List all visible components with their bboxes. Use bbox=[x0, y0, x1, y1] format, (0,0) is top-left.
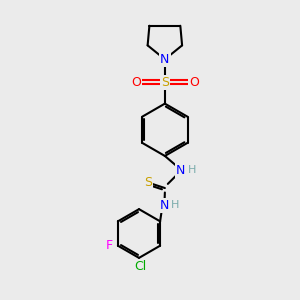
Text: S: S bbox=[144, 176, 152, 189]
Text: F: F bbox=[106, 238, 113, 252]
Text: Cl: Cl bbox=[134, 260, 147, 273]
Text: N: N bbox=[176, 164, 185, 177]
Text: N: N bbox=[160, 53, 170, 66]
Text: S: S bbox=[161, 76, 169, 89]
Text: N: N bbox=[160, 199, 169, 212]
Text: H: H bbox=[171, 200, 180, 210]
Text: O: O bbox=[131, 76, 141, 89]
Text: H: H bbox=[188, 165, 196, 175]
Text: O: O bbox=[189, 76, 199, 89]
